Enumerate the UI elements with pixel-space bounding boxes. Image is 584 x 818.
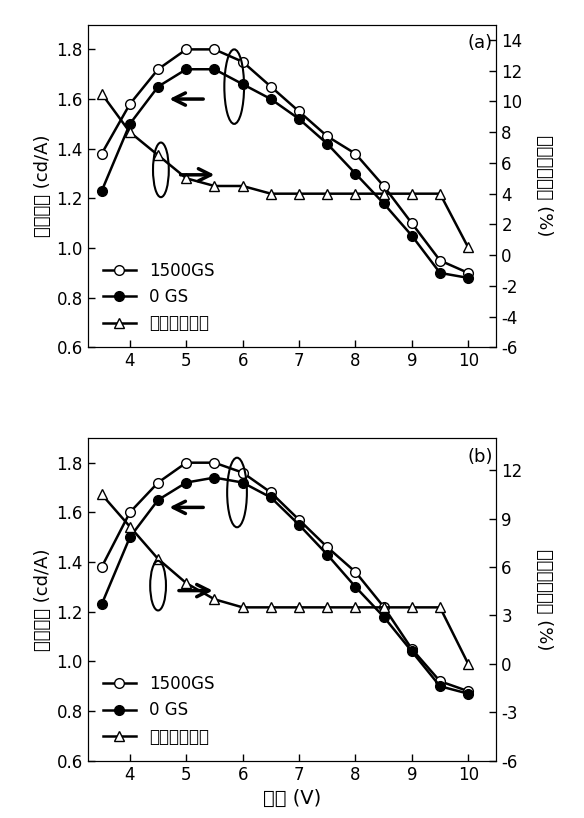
0 GS: [296, 114, 303, 124]
0 GS: [324, 139, 331, 149]
0 GS: [465, 689, 472, 699]
效率增长因子: [183, 578, 190, 588]
0 GS: [183, 65, 190, 74]
1500GS: [380, 181, 387, 191]
Y-axis label: 电流效率 (cd/A): 电流效率 (cd/A): [34, 135, 52, 237]
Line: 0 GS: 0 GS: [97, 65, 473, 283]
1500GS: [183, 44, 190, 54]
0 GS: [436, 268, 443, 278]
Legend: 1500GS, 0 GS, 效率增长因子: 1500GS, 0 GS, 效率增长因子: [96, 255, 221, 339]
0 GS: [352, 582, 359, 591]
效率增长因子: [183, 173, 190, 183]
效率增长因子: [324, 189, 331, 199]
效率增长因子: [211, 181, 218, 191]
0 GS: [155, 82, 162, 92]
1500GS: [352, 567, 359, 577]
1500GS: [352, 149, 359, 159]
0 GS: [380, 612, 387, 622]
1500GS: [324, 542, 331, 552]
效率增长因子: [211, 595, 218, 605]
0 GS: [211, 473, 218, 483]
效率增长因子: [380, 189, 387, 199]
1500GS: [408, 218, 415, 228]
0 GS: [155, 495, 162, 505]
0 GS: [324, 550, 331, 560]
0 GS: [408, 646, 415, 656]
1500GS: [380, 602, 387, 612]
X-axis label: 电压 (V): 电压 (V): [263, 789, 321, 808]
效率增长因子: [296, 189, 303, 199]
0 GS: [183, 478, 190, 488]
效率增长因子: [98, 489, 105, 499]
Y-axis label: 电流效率 (cd/A): 电流效率 (cd/A): [34, 548, 52, 650]
1500GS: [126, 507, 133, 517]
1500GS: [239, 57, 246, 67]
1500GS: [436, 676, 443, 686]
效率增长因子: [408, 602, 415, 612]
1500GS: [98, 562, 105, 572]
效率增长因子: [98, 89, 105, 99]
1500GS: [465, 268, 472, 278]
1500GS: [211, 44, 218, 54]
0 GS: [211, 65, 218, 74]
0 GS: [408, 231, 415, 240]
1500GS: [183, 458, 190, 468]
效率增长因子: [267, 602, 274, 612]
效率增长因子: [352, 189, 359, 199]
Y-axis label: 效率增长因子 (%): 效率增长因子 (%): [535, 135, 553, 236]
1500GS: [267, 488, 274, 497]
0 GS: [296, 520, 303, 530]
Y-axis label: 效率增长因子 (%): 效率增长因子 (%): [535, 549, 553, 650]
0 GS: [465, 273, 472, 283]
效率增长因子: [296, 602, 303, 612]
1500GS: [155, 478, 162, 488]
0 GS: [267, 94, 274, 104]
1500GS: [239, 468, 246, 478]
1500GS: [324, 132, 331, 142]
效率增长因子: [324, 602, 331, 612]
Text: (b): (b): [468, 447, 493, 465]
效率增长因子: [380, 602, 387, 612]
Line: 1500GS: 1500GS: [97, 458, 473, 696]
0 GS: [98, 186, 105, 196]
效率增长因子: [155, 151, 162, 160]
效率增长因子: [352, 602, 359, 612]
Text: (a): (a): [468, 34, 493, 52]
0 GS: [267, 492, 274, 502]
1500GS: [155, 65, 162, 74]
效率增长因子: [436, 189, 443, 199]
1500GS: [126, 99, 133, 109]
效率增长因子: [239, 181, 246, 191]
1500GS: [267, 82, 274, 92]
0 GS: [239, 79, 246, 89]
效率增长因子: [126, 522, 133, 532]
1500GS: [465, 686, 472, 696]
效率增长因子: [239, 602, 246, 612]
1500GS: [296, 515, 303, 524]
Line: 0 GS: 0 GS: [97, 473, 473, 699]
Legend: 1500GS, 0 GS, 效率增长因子: 1500GS, 0 GS, 效率增长因子: [96, 668, 221, 753]
效率增长因子: [408, 189, 415, 199]
效率增长因子: [465, 659, 472, 669]
1500GS: [211, 458, 218, 468]
效率增长因子: [465, 243, 472, 253]
Line: 效率增长因子: 效率增长因子: [97, 489, 473, 669]
0 GS: [126, 119, 133, 128]
1500GS: [98, 149, 105, 159]
0 GS: [436, 681, 443, 691]
1500GS: [436, 255, 443, 265]
Line: 效率增长因子: 效率增长因子: [97, 89, 473, 252]
0 GS: [380, 199, 387, 209]
效率增长因子: [155, 554, 162, 564]
1500GS: [408, 644, 415, 654]
0 GS: [98, 600, 105, 609]
效率增长因子: [267, 189, 274, 199]
0 GS: [126, 533, 133, 542]
0 GS: [352, 169, 359, 178]
1500GS: [296, 106, 303, 116]
效率增长因子: [126, 128, 133, 137]
Line: 1500GS: 1500GS: [97, 44, 473, 278]
0 GS: [239, 478, 246, 488]
效率增长因子: [436, 602, 443, 612]
